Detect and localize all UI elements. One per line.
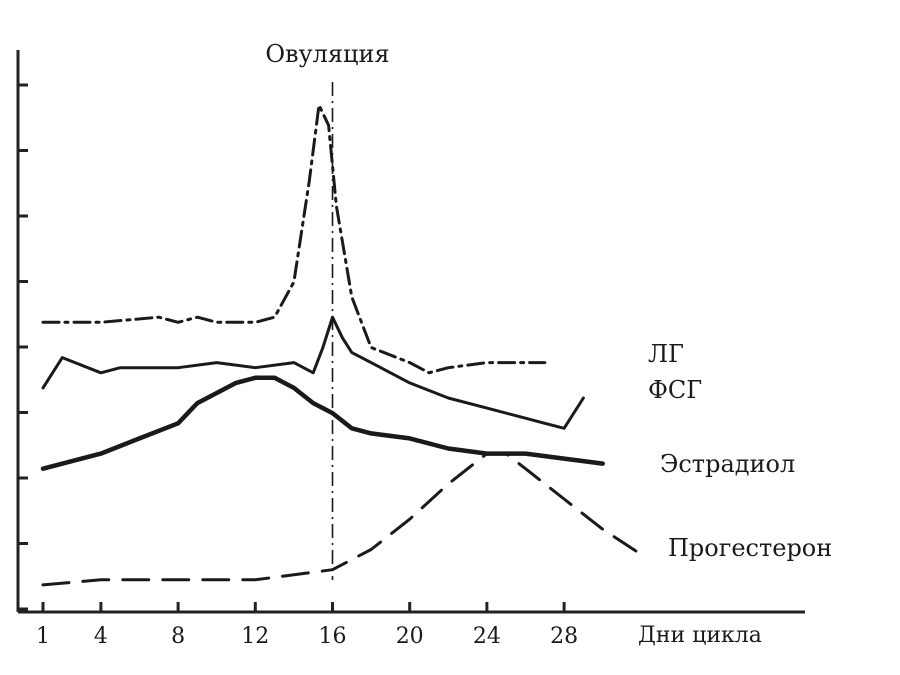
- x-tick-label: 20: [396, 624, 424, 649]
- series-line-progesterone: [41, 452, 643, 587]
- x-tick-label: 8: [171, 624, 185, 649]
- x-tick-label: 28: [550, 624, 578, 649]
- series-line-estradiol: [40, 375, 605, 471]
- x-tick-label: 16: [319, 624, 347, 649]
- ovulation-label: Овуляция: [265, 40, 389, 68]
- x-tick-label: 24: [473, 624, 501, 649]
- series-layer: [40, 103, 643, 587]
- x-axis-ticks: 1 4 8 12 16 20 24 28: [36, 602, 578, 649]
- series-label-lh: ЛГ: [648, 340, 684, 368]
- x-tick-label: 4: [94, 624, 108, 649]
- series-label-progesterone: Прогестерон: [668, 534, 832, 562]
- x-tick-label: 12: [241, 624, 269, 649]
- series-line-lh: [41, 103, 547, 375]
- series-label-fsh: ФСГ: [648, 376, 702, 404]
- x-axis-label: Дни цикла: [638, 623, 762, 648]
- series-line-fsh: [41, 315, 585, 430]
- x-tick-label: 1: [36, 624, 50, 649]
- series-label-estradiol: Эстрадиол: [660, 450, 795, 478]
- axes: [16, 50, 805, 614]
- series-labels: ЛГ ФСГ Эстрадиол Прогестерон: [648, 340, 832, 562]
- ovulation-marker: Овуляция: [265, 40, 390, 580]
- y-axis-ticks: [18, 83, 28, 611]
